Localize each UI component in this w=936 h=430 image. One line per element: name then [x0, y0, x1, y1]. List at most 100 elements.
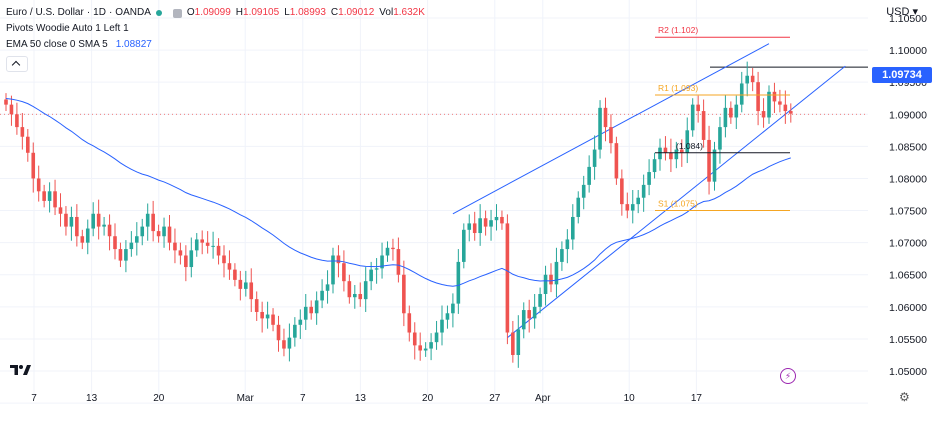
- candle-body: [549, 274, 553, 285]
- time-tick-label: 20: [153, 393, 165, 404]
- candle-body: [701, 111, 706, 140]
- candle-body: [276, 324, 281, 341]
- candle-body: [47, 191, 52, 201]
- candle-body: [353, 294, 357, 298]
- pivot-label-r1: R1 (1.093): [658, 83, 698, 93]
- candle-body: [778, 101, 782, 105]
- ohlc-low-key: L: [284, 7, 290, 18]
- candle-body: [571, 216, 575, 240]
- candle-body: [314, 300, 319, 314]
- symbol-name[interactable]: Euro / U.S. Dollar: [6, 7, 84, 18]
- candle-body: [102, 224, 106, 227]
- interval[interactable]: 1D: [93, 7, 106, 18]
- candle-body: [391, 247, 395, 250]
- candle-body: [407, 313, 412, 333]
- candle-body: [772, 91, 777, 102]
- currency-label: USD: [886, 6, 910, 18]
- candle-body: [309, 306, 313, 314]
- candle-body: [80, 236, 85, 243]
- candle-body: [211, 245, 215, 247]
- ohlc-close-key: C: [330, 7, 339, 18]
- candle-body: [233, 269, 237, 280]
- gear-icon[interactable]: ⚙: [899, 390, 910, 404]
- candle-body: [244, 282, 248, 289]
- candle-body: [783, 104, 788, 112]
- price-tick-label: 1.09000: [889, 109, 927, 121]
- candle-body: [287, 337, 292, 349]
- candle-body: [298, 319, 303, 325]
- candle-body: [630, 204, 635, 211]
- visibility-icon[interactable]: [172, 8, 182, 18]
- time-axis[interactable]: 7 13 20 Mar 7 13 20 27 Apr 10 17: [31, 393, 702, 404]
- candle-body: [418, 345, 422, 351]
- candle-body: [194, 239, 199, 251]
- time-tick-label: 17: [691, 393, 703, 404]
- candle-body: [331, 255, 335, 285]
- candle-body: [31, 152, 36, 179]
- candle-body: [342, 263, 346, 282]
- candle-body: [118, 249, 123, 261]
- candle-body: [374, 268, 379, 270]
- ohlc-high-key: H: [235, 7, 244, 18]
- candle-body: [249, 282, 254, 300]
- candle-body: [173, 242, 177, 251]
- candle-body: [641, 184, 646, 198]
- candles[interactable]: [4, 61, 793, 368]
- ema-indicator-label[interactable]: EMA 50 close 0 SMA 5: [6, 39, 108, 50]
- candle-body: [385, 247, 390, 256]
- price-tick-label: 1.10000: [889, 45, 927, 57]
- time-tick-label: 13: [86, 393, 98, 404]
- pivots-indicator-label[interactable]: Pivots Woodie Auto 1 Left 1: [6, 23, 129, 34]
- candle-body: [145, 213, 150, 227]
- candle-body: [625, 204, 630, 211]
- candle-body: [483, 218, 488, 227]
- ema-row[interactable]: EMA 50 close 0 SMA 5 1.08827: [6, 37, 425, 53]
- candle-body: [434, 332, 439, 343]
- collapse-legend-button[interactable]: [6, 56, 28, 72]
- candle-body: [303, 306, 308, 320]
- candle-body: [614, 143, 619, 179]
- candle-body: [75, 216, 79, 237]
- candle-body: [718, 127, 722, 150]
- candle-body: [462, 229, 466, 262]
- candle-body: [412, 332, 417, 346]
- price-axis[interactable]: 1.105001.100001.095001.090001.085001.080…: [889, 13, 927, 378]
- candle-body: [543, 274, 548, 295]
- price-tick-label: 1.07500: [889, 206, 927, 218]
- candle-body: [178, 250, 183, 256]
- currency-selector[interactable]: USD ▾: [886, 6, 918, 18]
- candle-body: [369, 269, 373, 282]
- price-tick-label: 1.05500: [889, 334, 927, 346]
- candle-body: [685, 130, 690, 153]
- candle-body: [445, 313, 450, 320]
- candle-body: [696, 104, 700, 112]
- candle-body: [26, 136, 30, 153]
- candle-body: [85, 228, 90, 243]
- lightning-icon[interactable]: ⚡: [780, 368, 796, 384]
- candle-body: [69, 216, 74, 227]
- price-tick-label: 1.10500: [889, 13, 927, 25]
- time-tick-label: 20: [422, 393, 434, 404]
- candle-body: [587, 166, 591, 185]
- candle-body: [674, 149, 679, 160]
- candle-body: [680, 149, 684, 153]
- market-status-icon: [155, 10, 162, 16]
- candle-body: [260, 311, 264, 319]
- candle-body: [227, 263, 232, 270]
- time-tick-label: Mar: [237, 393, 255, 404]
- candle-body: [53, 191, 57, 208]
- candle-body: [729, 107, 733, 118]
- ema-50-line: [5, 97, 791, 287]
- candle-body: [222, 255, 226, 264]
- price-tick-label: 1.07000: [889, 238, 927, 250]
- candle-body: [609, 127, 613, 144]
- candle-body: [205, 242, 210, 246]
- tradingview-logo-icon[interactable]: [9, 363, 31, 377]
- candle-body: [500, 216, 504, 224]
- candle-body: [761, 111, 766, 118]
- pivots-row[interactable]: Pivots Woodie Auto 1 Left 1: [6, 21, 425, 37]
- candle-body: [58, 207, 63, 214]
- candle-body: [647, 172, 651, 185]
